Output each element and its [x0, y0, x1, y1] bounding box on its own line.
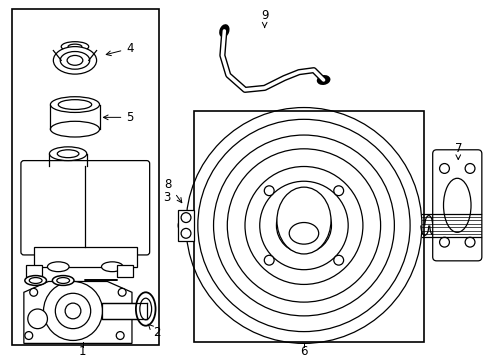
Circle shape [181, 228, 190, 238]
Circle shape [439, 163, 448, 174]
Circle shape [43, 282, 102, 341]
Ellipse shape [61, 42, 88, 51]
Ellipse shape [67, 55, 82, 65]
Circle shape [181, 213, 190, 222]
Ellipse shape [53, 46, 97, 74]
Ellipse shape [52, 276, 74, 285]
Text: 6: 6 [300, 345, 307, 358]
Bar [34, 247, 137, 267]
Circle shape [464, 237, 474, 247]
Text: 9: 9 [261, 9, 268, 27]
Text: 8: 8 [164, 178, 182, 203]
Ellipse shape [317, 76, 329, 84]
Circle shape [25, 332, 33, 339]
Bar [178, 210, 193, 241]
Bar [193, 112, 423, 342]
Circle shape [439, 237, 448, 247]
Circle shape [118, 288, 126, 296]
Bar [102, 303, 146, 319]
Ellipse shape [50, 121, 100, 137]
Text: 2: 2 [148, 324, 160, 339]
Text: 7: 7 [453, 142, 461, 159]
Bar [117, 265, 133, 276]
Circle shape [178, 217, 193, 233]
Polygon shape [24, 282, 132, 343]
Ellipse shape [60, 51, 89, 69]
FancyBboxPatch shape [21, 161, 149, 255]
Ellipse shape [136, 292, 155, 326]
Ellipse shape [47, 262, 69, 272]
Ellipse shape [57, 278, 69, 283]
Text: 1: 1 [79, 345, 86, 358]
Text: 3: 3 [163, 192, 170, 204]
Text: 4: 4 [106, 42, 134, 56]
Circle shape [116, 332, 124, 339]
Bar [26, 265, 41, 276]
Ellipse shape [68, 44, 81, 49]
Ellipse shape [276, 187, 330, 254]
Ellipse shape [140, 298, 151, 320]
Circle shape [264, 186, 274, 195]
Bar [12, 9, 159, 345]
Circle shape [65, 303, 81, 319]
Circle shape [333, 186, 343, 195]
Ellipse shape [29, 278, 42, 283]
Circle shape [333, 255, 343, 265]
Text: 5: 5 [103, 111, 133, 124]
Ellipse shape [220, 25, 228, 37]
Circle shape [264, 255, 274, 265]
Ellipse shape [25, 276, 46, 285]
Ellipse shape [50, 97, 100, 112]
Circle shape [464, 163, 474, 174]
Ellipse shape [288, 222, 318, 244]
Circle shape [30, 288, 38, 296]
Ellipse shape [102, 262, 123, 272]
FancyBboxPatch shape [432, 150, 481, 261]
Ellipse shape [49, 147, 86, 161]
Circle shape [28, 309, 47, 329]
Circle shape [55, 293, 90, 329]
